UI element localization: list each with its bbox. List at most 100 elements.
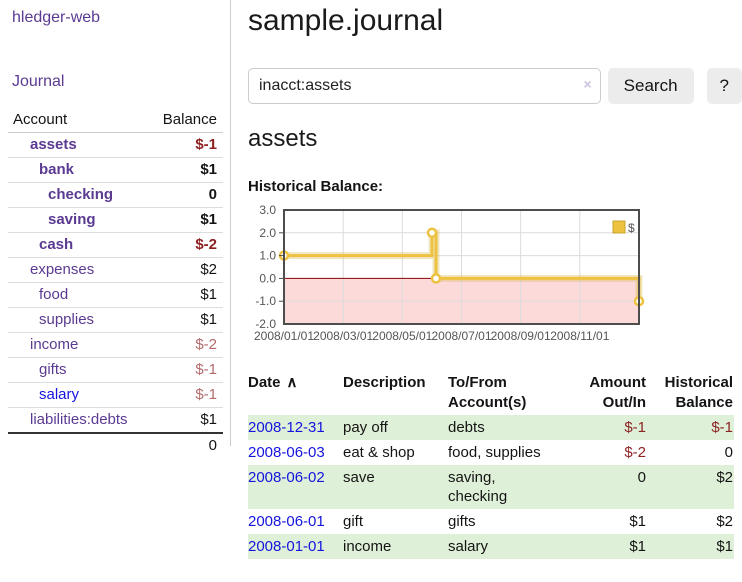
account-row: supplies $1 xyxy=(8,307,223,333)
x-axis-labels: 2008/01/01 2008/03/01 2008/05/01 2008/07… xyxy=(254,329,610,343)
register-header-amount: Amount Out/In xyxy=(589,374,646,411)
account-row: income $-2 xyxy=(8,332,223,358)
sidebar-divider xyxy=(230,0,231,446)
transaction-account: debts xyxy=(448,419,485,436)
transaction-amount: $-1 xyxy=(624,419,646,436)
account-row: bank $1 xyxy=(8,157,223,183)
transaction-amount: 0 xyxy=(637,469,646,486)
accounts-total-row: 0 xyxy=(8,432,223,458)
account-link-supplies[interactable]: supplies xyxy=(39,311,95,328)
transaction-description: pay off xyxy=(343,419,388,436)
transaction-date-link[interactable]: 2008-06-03 xyxy=(248,444,325,461)
account-link-expenses[interactable]: expenses xyxy=(30,261,95,278)
account-link-liabilities-debts[interactable]: liabilities:debts xyxy=(30,411,128,428)
svg-text:0.0: 0.0 xyxy=(259,271,276,285)
register-row: 2008-06-01 gift gifts $1 $2 xyxy=(248,509,734,534)
app-brand-link[interactable]: hledger-web xyxy=(12,9,101,26)
transaction-balance: $-1 xyxy=(711,419,733,436)
account-row: liabilities:debts $1 xyxy=(8,407,223,433)
svg-text:2008/11/01: 2008/11/01 xyxy=(550,329,609,343)
transaction-account: saving, checking xyxy=(448,469,508,505)
account-balance: $-1 xyxy=(147,382,223,408)
transaction-account: gifts xyxy=(448,513,476,530)
transaction-account: food, supplies xyxy=(448,444,541,461)
svg-text:2.0: 2.0 xyxy=(259,226,276,240)
clear-search-icon[interactable]: × xyxy=(583,76,592,92)
svg-text:-1.0: -1.0 xyxy=(255,294,276,308)
transaction-amount: $1 xyxy=(629,513,646,530)
help-button[interactable]: ? xyxy=(706,68,742,104)
account-link-salary[interactable]: salary xyxy=(39,386,80,403)
account-row: food $1 xyxy=(8,282,223,308)
svg-text:2008/09/01: 2008/09/01 xyxy=(491,329,551,343)
account-link-bank[interactable]: bank xyxy=(39,161,75,178)
account-row: assets $-1 xyxy=(8,133,223,158)
y-axis-labels: 3.0 2.0 1.0 0.0 -1.0 -2.0 xyxy=(255,203,276,331)
account-balance: $-1 xyxy=(195,136,217,153)
account-link-checking[interactable]: checking xyxy=(48,186,114,203)
account-link-cash[interactable]: cash xyxy=(39,236,74,253)
account-link-gifts[interactable]: gifts xyxy=(39,361,67,378)
svg-text:2008/05/01: 2008/05/01 xyxy=(372,329,432,343)
svg-text:2008/07/01: 2008/07/01 xyxy=(431,329,491,343)
sidebar: hledger-web Journal Account Balance asse… xyxy=(0,0,230,458)
search-button[interactable]: Search xyxy=(607,68,694,104)
search-input[interactable] xyxy=(248,68,601,104)
account-balance: $1 xyxy=(147,307,223,333)
register-header-balance: Historical Balance xyxy=(664,374,733,411)
search-bar: × Search ? xyxy=(248,68,742,104)
register-table: Date ∧ Description To/From Account(s) Amo… xyxy=(248,371,734,559)
account-row: cash $-2 xyxy=(8,232,223,258)
legend-swatch xyxy=(612,220,626,234)
account-balance: $2 xyxy=(147,257,223,283)
accounts-header-account: Account xyxy=(8,108,148,133)
svg-text:3.0: 3.0 xyxy=(259,205,276,217)
svg-text:2008/01/01: 2008/01/01 xyxy=(254,329,314,343)
main-content: sample.journal × Search ? assets Histori… xyxy=(248,0,742,559)
transaction-account: salary xyxy=(448,538,489,555)
account-link-saving[interactable]: saving xyxy=(48,211,96,228)
account-balance: $-2 xyxy=(147,332,223,358)
transaction-date-link[interactable]: 2008-06-02 xyxy=(248,469,325,486)
svg-text:-2.0: -2.0 xyxy=(255,317,276,331)
account-balance: $-1 xyxy=(147,357,223,383)
account-row: salary $-1 xyxy=(8,382,223,408)
account-balance: $1 xyxy=(147,282,223,308)
register-header-date[interactable]: Date ∧ xyxy=(248,374,298,391)
page-title: sample.journal xyxy=(248,4,444,37)
account-link-income[interactable]: income xyxy=(30,336,79,353)
svg-text:1.0: 1.0 xyxy=(259,249,276,263)
account-row: saving $1 xyxy=(8,207,223,233)
legend-label: $ xyxy=(628,221,635,235)
account-row: expenses $2 xyxy=(8,257,223,283)
account-balance: $1 xyxy=(147,207,223,233)
account-balance: $1 xyxy=(147,407,223,433)
register-header-description: Description xyxy=(343,374,426,391)
sidebar-item-journal[interactable]: Journal xyxy=(12,73,65,90)
account-link-assets[interactable]: assets xyxy=(30,136,77,153)
chart-plot-border xyxy=(283,209,640,325)
account-row: gifts $-1 xyxy=(8,357,223,383)
historical-balance-chart[interactable]: 3.0 2.0 1.0 0.0 -1.0 -2.0 2008/01/01 200… xyxy=(248,203,742,355)
account-balance: 0 xyxy=(147,182,223,208)
svg-text:2008/03/01: 2008/03/01 xyxy=(313,329,373,343)
account-balance: $1 xyxy=(147,157,223,183)
account-balance: $-2 xyxy=(147,232,223,258)
sort-asc-icon: ∧ xyxy=(286,374,298,391)
transaction-date-link[interactable]: 2008-01-01 xyxy=(248,538,325,555)
transaction-balance: $2 xyxy=(716,513,733,530)
register-header-account: To/From Account(s) xyxy=(448,374,527,411)
accounts-header-balance: Balance xyxy=(147,108,223,133)
transaction-date-link[interactable]: 2008-12-31 xyxy=(248,419,325,436)
chart-legend: $ xyxy=(612,220,635,235)
transaction-amount: $-2 xyxy=(624,444,646,461)
transaction-date-link[interactable]: 2008-06-01 xyxy=(248,513,325,530)
chart-title: Historical Balance: xyxy=(248,178,384,195)
account-link-food[interactable]: food xyxy=(39,286,69,303)
accounts-table: Account Balance assets $-1 bank $1 check… xyxy=(8,108,223,458)
account-row: checking 0 xyxy=(8,182,223,208)
register-row: 2008-06-02 save saving, checking 0 $2 xyxy=(248,465,734,509)
transaction-description: gift xyxy=(343,513,364,530)
register-row: 2008-06-03 eat & shop food, supplies $-2… xyxy=(248,440,734,465)
transaction-balance: 0 xyxy=(724,444,733,461)
